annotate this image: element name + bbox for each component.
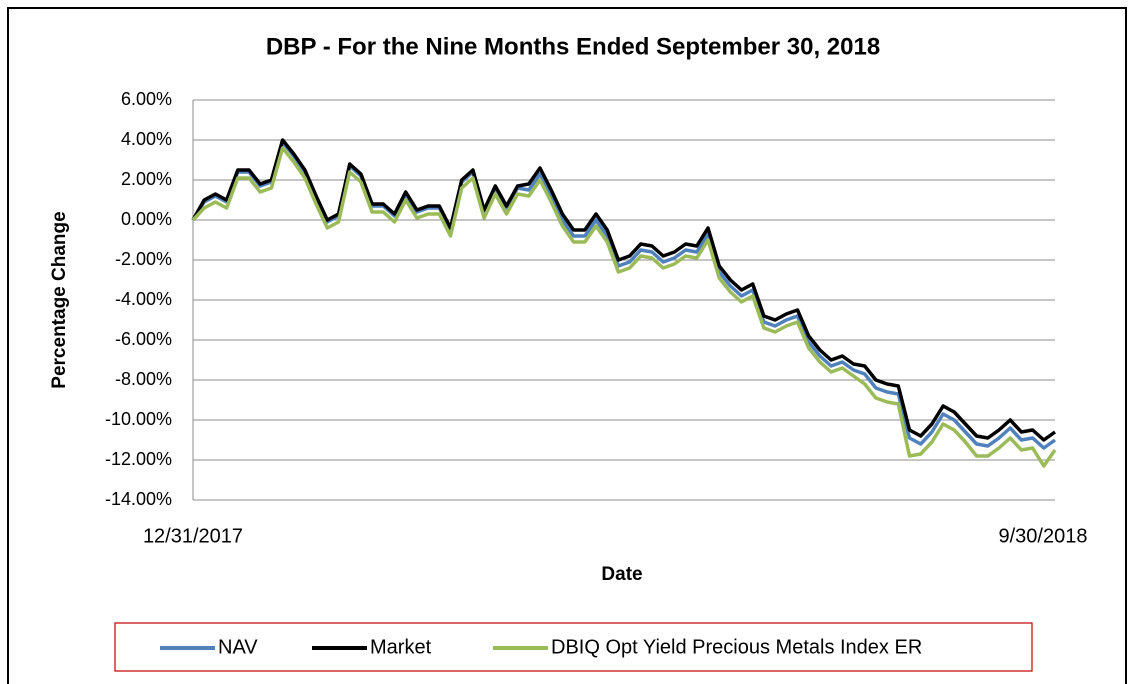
chart-title: DBP - For the Nine Months Ended Septembe… <box>266 33 880 60</box>
y-tick-label: -12.00% <box>105 449 172 469</box>
legend-label: NAV <box>218 636 258 658</box>
legend-label: Market <box>370 636 432 658</box>
y-tick-label: -6.00% <box>115 329 172 349</box>
y-tick-label: -10.00% <box>105 409 172 429</box>
y-tick-label: -2.00% <box>115 249 172 269</box>
y-tick-label: 0.00% <box>121 209 172 229</box>
line-series <box>191 146 1057 468</box>
x-tick-label: 9/30/2018 <box>999 525 1088 547</box>
frame <box>7 7 1127 684</box>
y-tick-label: -4.00% <box>115 289 172 309</box>
y-axis-label: Percentage Change <box>49 211 70 388</box>
y-tick-label: 4.00% <box>121 129 172 149</box>
y-tick-label: 2.00% <box>121 169 172 189</box>
line-series <box>191 138 1057 442</box>
line-series <box>191 140 1057 450</box>
y-tick-label: -14.00% <box>105 489 172 509</box>
x-tick-label: 12/31/2017 <box>143 525 243 547</box>
y-tick-label: 6.00% <box>121 89 172 109</box>
legend-box <box>114 622 1033 672</box>
y-tick-label: -8.00% <box>115 369 172 389</box>
x-axis-label: Date <box>601 564 642 585</box>
legend-label: DBIQ Opt Yield Precious Metals Index ER <box>551 636 922 658</box>
